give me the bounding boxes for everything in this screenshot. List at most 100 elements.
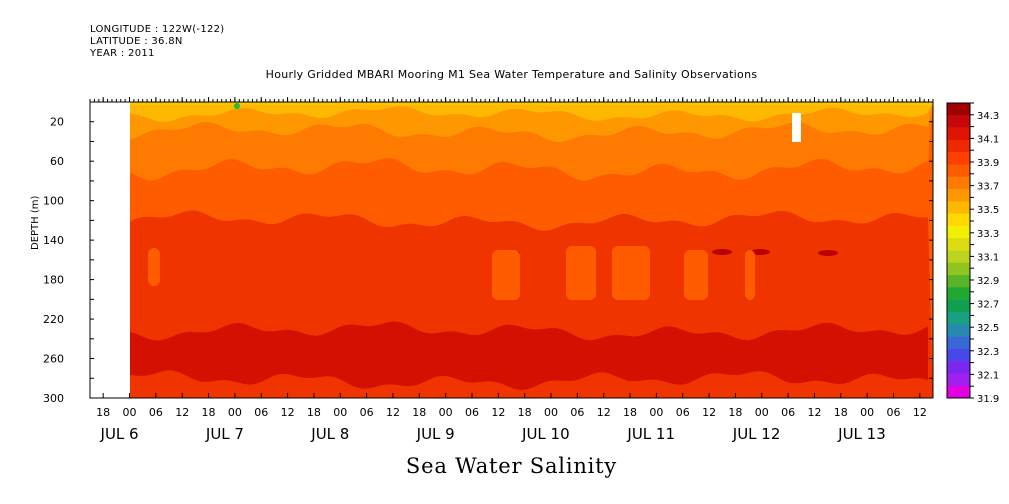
- colorbar-label: 34.3: [977, 111, 999, 122]
- x-hour-label: 00: [544, 406, 558, 419]
- patch-34-3: [750, 249, 770, 255]
- colorbar-swatch: [947, 250, 970, 264]
- colorbar: 31.9 32.1 32.3 32.5 32.7 32.9 33.1 33.3 33.5 33.7…: [946, 102, 999, 405]
- colorbar-label: 32.1: [977, 370, 999, 381]
- y-tick-label: 300: [43, 392, 64, 405]
- x-hour-label: 00: [860, 406, 874, 419]
- missing-data-gap: [792, 113, 801, 142]
- variable-label: Sea Water Salinity: [405, 454, 618, 478]
- x-day-label: JUL 12: [732, 425, 781, 443]
- colorbar-swatch: [947, 262, 970, 276]
- colorbar-swatch: [947, 324, 970, 337]
- band-33-6: [130, 102, 933, 105]
- colorbar-label: 32.5: [977, 323, 999, 334]
- colorbar-swatch: [947, 225, 970, 239]
- x-hour-label: 06: [149, 406, 163, 419]
- x-hour-label: 18: [518, 406, 532, 419]
- chart-title: Hourly Gridded MBARI Mooring M1 Sea Wate…: [265, 68, 758, 81]
- colorbar-swatch: [947, 127, 970, 141]
- colorbar-swatch: [947, 164, 970, 178]
- x-hour-label: 18: [96, 406, 110, 419]
- x-day-label: JUL 13: [837, 425, 886, 443]
- x-hour-label: 18: [412, 406, 426, 419]
- x-day-label: JUL 10: [521, 425, 570, 443]
- band-33-7: [130, 102, 933, 122]
- intrusion-34-0: [684, 250, 708, 300]
- x-hour-label: 12: [281, 406, 295, 419]
- intrusion-34-0: [745, 250, 755, 300]
- year-label: YEAR : 2011: [90, 48, 155, 59]
- y-tick-label: 220: [43, 313, 64, 326]
- patch-34-3: [712, 249, 732, 255]
- colorbar-label: 32.9: [977, 276, 999, 287]
- colorbar-label: 32.7: [977, 300, 999, 311]
- x-hour-label: 18: [728, 406, 742, 419]
- y-axis: 20 60 100 140 180 220 260 300: [43, 101, 933, 405]
- band-34-2: [130, 321, 928, 390]
- colorbar-swatch: [947, 311, 970, 325]
- colorbar-swatch: [947, 213, 970, 227]
- metadata-block: LONGITUDE : 122W(-122) LATITUDE : 36.8N …: [90, 24, 225, 60]
- colorbar-swatch: [947, 348, 970, 362]
- x-day-label: JUL 6: [100, 425, 139, 443]
- x-hour-label: 06: [676, 406, 690, 419]
- colorbar-swatch: [947, 373, 970, 387]
- x-hour-label: 06: [886, 406, 900, 419]
- x-axis: 18 00 06 12 18 00 06 12 18 00 06 12 18 00 06 12 18 00 06 12…: [89, 97, 934, 443]
- x-hour-label: 06: [781, 406, 795, 419]
- x-hour-label: 12: [491, 406, 505, 419]
- colorbar-label: 33.9: [977, 158, 999, 169]
- x-hour-label: 12: [913, 406, 927, 419]
- colorbar-label: 33.3: [977, 229, 999, 240]
- colorbar-label: 33.7: [977, 182, 999, 193]
- colorbar-swatch: [947, 385, 970, 399]
- latitude-label: LATITUDE : 36.8N: [90, 36, 183, 47]
- colorbar-swatch: [947, 139, 970, 153]
- low-salinity-spot: [234, 103, 240, 109]
- y-tick-label: 180: [43, 274, 64, 287]
- colorbar-swatch: [947, 275, 970, 288]
- x-day-label: JUL 8: [310, 425, 349, 443]
- x-hour-label: 12: [807, 406, 821, 419]
- x-hour-label: 00: [439, 406, 453, 419]
- intrusion-34-0: [148, 248, 160, 286]
- salinity-field: [130, 102, 933, 398]
- colorbar-swatch: [947, 287, 970, 300]
- x-hour-label: 00: [755, 406, 769, 419]
- x-day-label: JUL 11: [626, 425, 675, 443]
- colorbar-swatch: [947, 152, 970, 165]
- x-hour-label: 18: [834, 406, 848, 419]
- y-tick-label: 100: [43, 195, 64, 208]
- intrusion-34-0: [566, 246, 596, 300]
- y-tick-label: 140: [43, 234, 64, 247]
- x-hour-label: 00: [649, 406, 663, 419]
- x-hour-label: 18: [202, 406, 216, 419]
- longitude-label: LONGITUDE : 122W(-122): [90, 24, 225, 35]
- colorbar-frame: [946, 102, 971, 399]
- colorbar-label: 31.9: [977, 394, 999, 405]
- colorbar-label: 33.5: [977, 205, 999, 216]
- y-tick-label: 60: [50, 155, 64, 168]
- intrusion-34-0: [492, 250, 520, 300]
- colorbar-swatch: [947, 361, 970, 374]
- x-day-label: JUL 9: [416, 425, 455, 443]
- x-hour-label: 12: [702, 406, 716, 419]
- x-day-label: JUL 7: [205, 425, 244, 443]
- x-hour-label: 06: [465, 406, 479, 419]
- x-hour-label: 12: [597, 406, 611, 419]
- x-hour-label: 00: [333, 406, 347, 419]
- colorbar-swatch: [947, 238, 970, 251]
- colorbar-swatch: [947, 201, 970, 214]
- x-hour-label: 18: [307, 406, 321, 419]
- patch-34-3: [818, 250, 838, 256]
- x-hour-label: 12: [386, 406, 400, 419]
- colorbar-label: 33.1: [977, 252, 999, 263]
- colorbar-label: 32.3: [977, 347, 999, 358]
- intrusion-34-0: [612, 246, 650, 300]
- colorbar-swatch: [947, 336, 970, 350]
- x-hour-label: 12: [175, 406, 189, 419]
- colorbar-label: 34.1: [977, 134, 999, 145]
- x-hour-label: 00: [228, 406, 242, 419]
- colorbar-swatch: [947, 299, 970, 313]
